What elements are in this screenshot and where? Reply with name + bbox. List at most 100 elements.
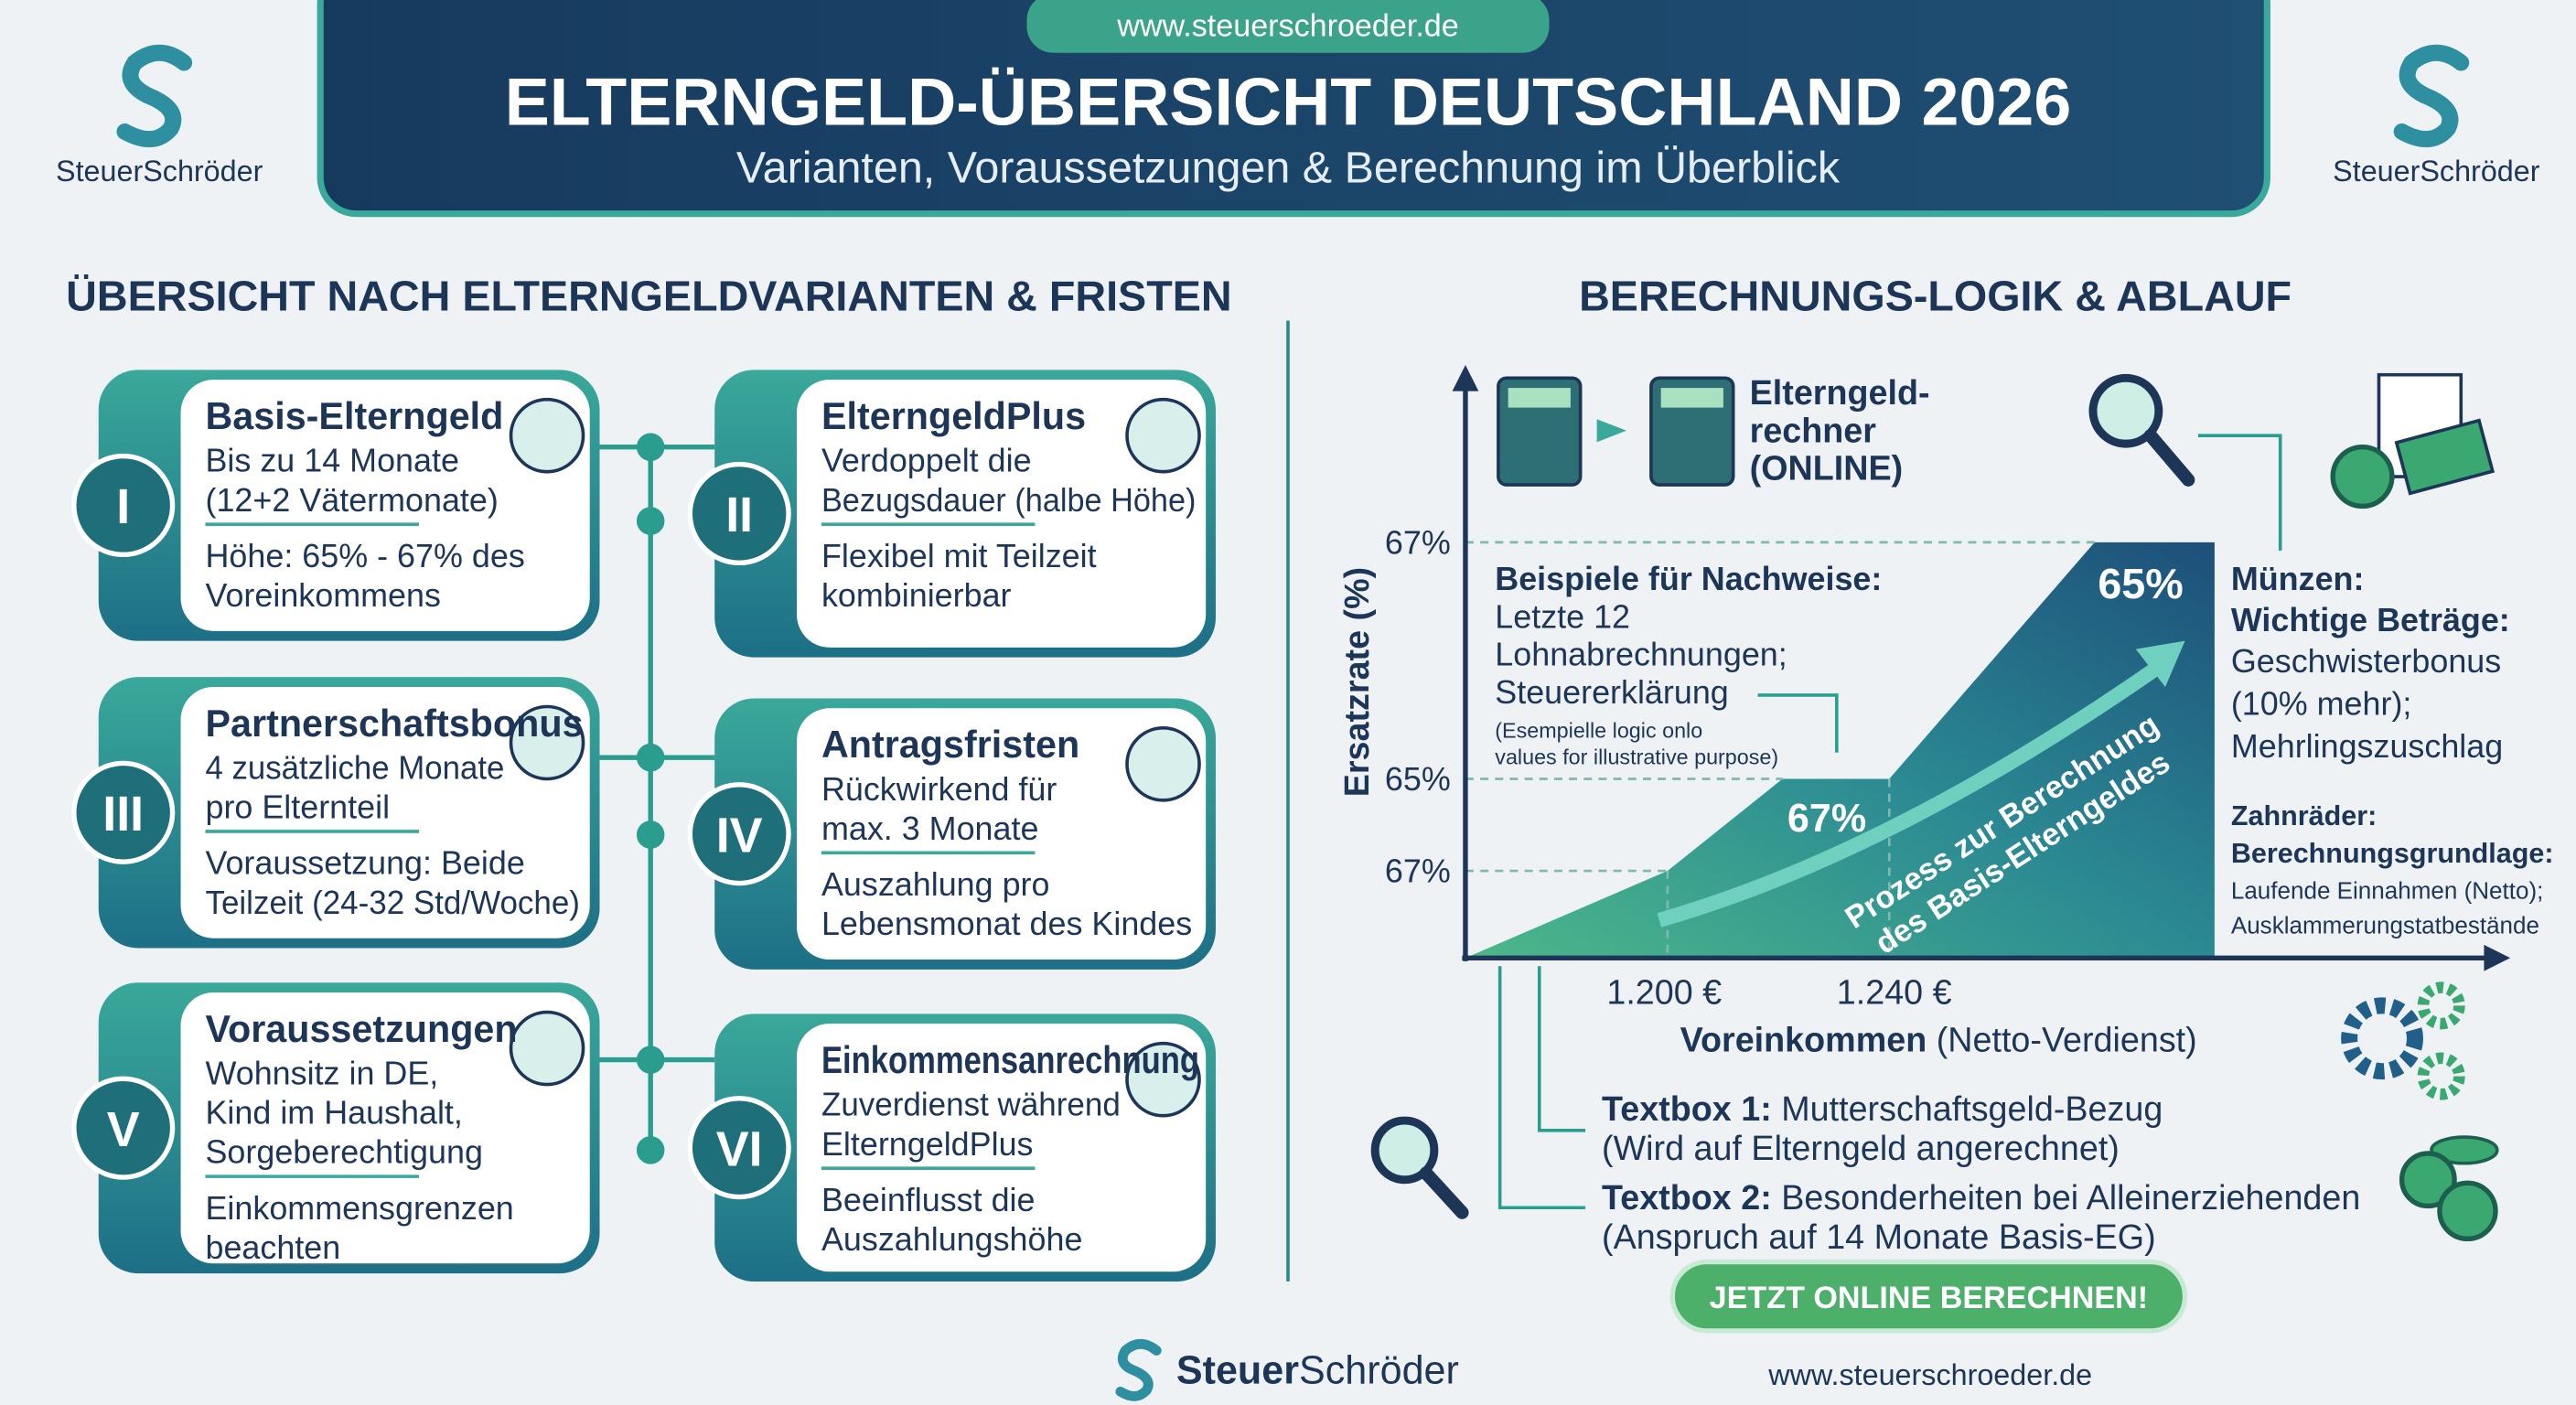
header-banner [317,0,2270,218]
card-line: max. 3 Monate [821,810,1039,847]
header-url: www.steuerschroeder.de [1116,9,1459,44]
card-line: Höhe: 65% - 67% des [205,537,524,574]
card-title: Einkommensanrechnung [821,1039,1199,1081]
footer-brand: SteuerSchröder [1176,1348,1459,1392]
card-numeral: II [725,488,753,542]
area-label: 67% [1787,797,1866,841]
card-line: Voreinkommens [205,576,440,614]
card-body [797,708,1207,960]
axis-arrow [2484,944,2511,971]
money-icon [2330,372,2496,509]
footer-brand-rest: Schröder [1299,1348,1459,1392]
card-numeral: I [116,479,130,534]
logo-mark [2393,44,2470,147]
nachweise-title: Beispiele für Nachweise: [1495,560,1882,597]
zahnraeder-line: Laufende Einnahmen (Netto); [2231,877,2544,905]
cta-button-bg[interactable] [1669,1259,2188,1334]
coin [2330,445,2395,509]
x-axis-label-rest: (Netto-Verdienst) [1937,1021,2197,1059]
connector [599,433,715,1164]
nachweise-note: values for illustrative purpose) [1495,745,1778,768]
zahnraeder-title: Zahnräder: [2231,800,2377,831]
magnifier-icon [2088,373,2195,487]
card-body [180,380,590,631]
pointer [1497,966,1586,1210]
card-line: Wohnsitz in DE, [205,1055,438,1092]
card-line: Teilzeit (24-32 Std/Woche) [205,884,579,921]
gear [2341,997,2423,1080]
card-title: Voraussetzungen [205,1008,517,1050]
process-chart [1452,364,2511,971]
coin [2430,1135,2499,1165]
connector-node [636,507,665,535]
nachweise-line: Lohnabrechnungen; [1495,636,1787,673]
card-line: Sorgeberechtigung [205,1133,482,1171]
pointer [2197,434,2282,551]
card-line: Einkommensgrenzen [205,1189,513,1227]
card-title: Basis-Elterngeld [205,395,503,437]
gear [2417,1052,2465,1100]
card-line: kombinierbar [821,576,1012,614]
card-body [180,992,590,1264]
card-numeral: V [107,1102,140,1157]
card-badge [687,1096,791,1200]
chart-area [1465,542,2215,959]
textbox-label: Textbox 2: [1602,1178,1772,1217]
y-label: 67% [1385,523,1451,561]
url-pill [1026,0,1550,53]
card: V Voraussetzungen Wohnsitz in DE,Kind im H… [71,982,600,1274]
process-arrow-head [2135,640,2185,687]
card-line: ElterngeldPlus [821,1125,1034,1163]
card-line: Flexibel mit Teilzeit [821,537,1097,574]
card-badge [71,760,176,864]
x-axis-label-bold: Voreinkommen [1680,1021,1927,1059]
footer-url: www.steuerschroeder.de [1767,1358,2092,1391]
card-body [180,686,590,938]
muenzen-line: Mehrlingszuschlag [2231,727,2503,765]
connector-node [636,743,665,772]
card-numeral: III [102,787,144,842]
card-icon [1125,1041,1201,1118]
nachweise-line: Steuererklärung [1495,673,1728,711]
card-line: Zuverdienst während [821,1086,1121,1123]
calculator-screen [1508,388,1571,408]
card-line: beachten [205,1228,340,1266]
x-label: 1.240 € [1837,973,1952,1012]
card-line: Rückwirkend für [821,770,1057,808]
card-badge [71,1076,176,1180]
logo-right [2393,44,2470,147]
cards: I Basis-Elterngeld Bis zu 14 Monate(12+2 V… [71,370,1216,1282]
coins-icon [2399,1135,2499,1242]
card-line: Verdoppelt die [821,442,1032,479]
cta-button-label[interactable]: JETZT ONLINE BERECHNEN! [1710,1281,2148,1315]
card-body [797,380,1207,648]
calculator-label: Elterngeld- [1750,373,1930,412]
card-line: Bis zu 14 Monate [205,442,458,479]
card-line: (12+2 Vätermonate) [205,481,498,519]
magnifier-icon [1370,1116,1469,1219]
card-line: Beeinflusst die [821,1181,1036,1218]
nachweise-note: (Esempielle logic onlo [1495,719,1702,743]
card-body [797,1024,1207,1272]
textbox-text: Besonderheiten bei Alleinerziehenden [1781,1178,2360,1217]
card: II ElterngeldPlus Verdoppelt dieBezugsdaue… [687,370,1216,658]
card-line: Auszahlungshöhe [821,1220,1082,1258]
axis-arrow [1452,364,1479,391]
zahnraeder-line: Ausklammerungstatbestände [2231,911,2539,938]
lens [2088,373,2163,448]
card-numeral: IV [716,808,763,863]
connector-node [636,1136,665,1164]
left-heading: ÜBERSICHT NACH ELTERNGELDVARIANTEN & FRI… [66,273,1231,320]
cta-button[interactable]: JETZT ONLINE BERECHNEN! [1669,1259,2188,1334]
textbox-text: Mutterschaftsgeld-Bezug [1781,1089,2163,1128]
title: ELTERNGELD-ÜBERSICHT DEUTSCHLAND 2026 [505,64,2072,140]
card-line: Voraussetzung: Beide [205,844,524,882]
y-label: 65% [1385,760,1451,798]
card-badge [71,453,176,558]
logo-left [116,44,193,147]
y-axis-label: Ersatzrate (%) [1337,567,1376,797]
logo-mark [116,44,193,147]
calculator-icons [1497,376,1735,487]
